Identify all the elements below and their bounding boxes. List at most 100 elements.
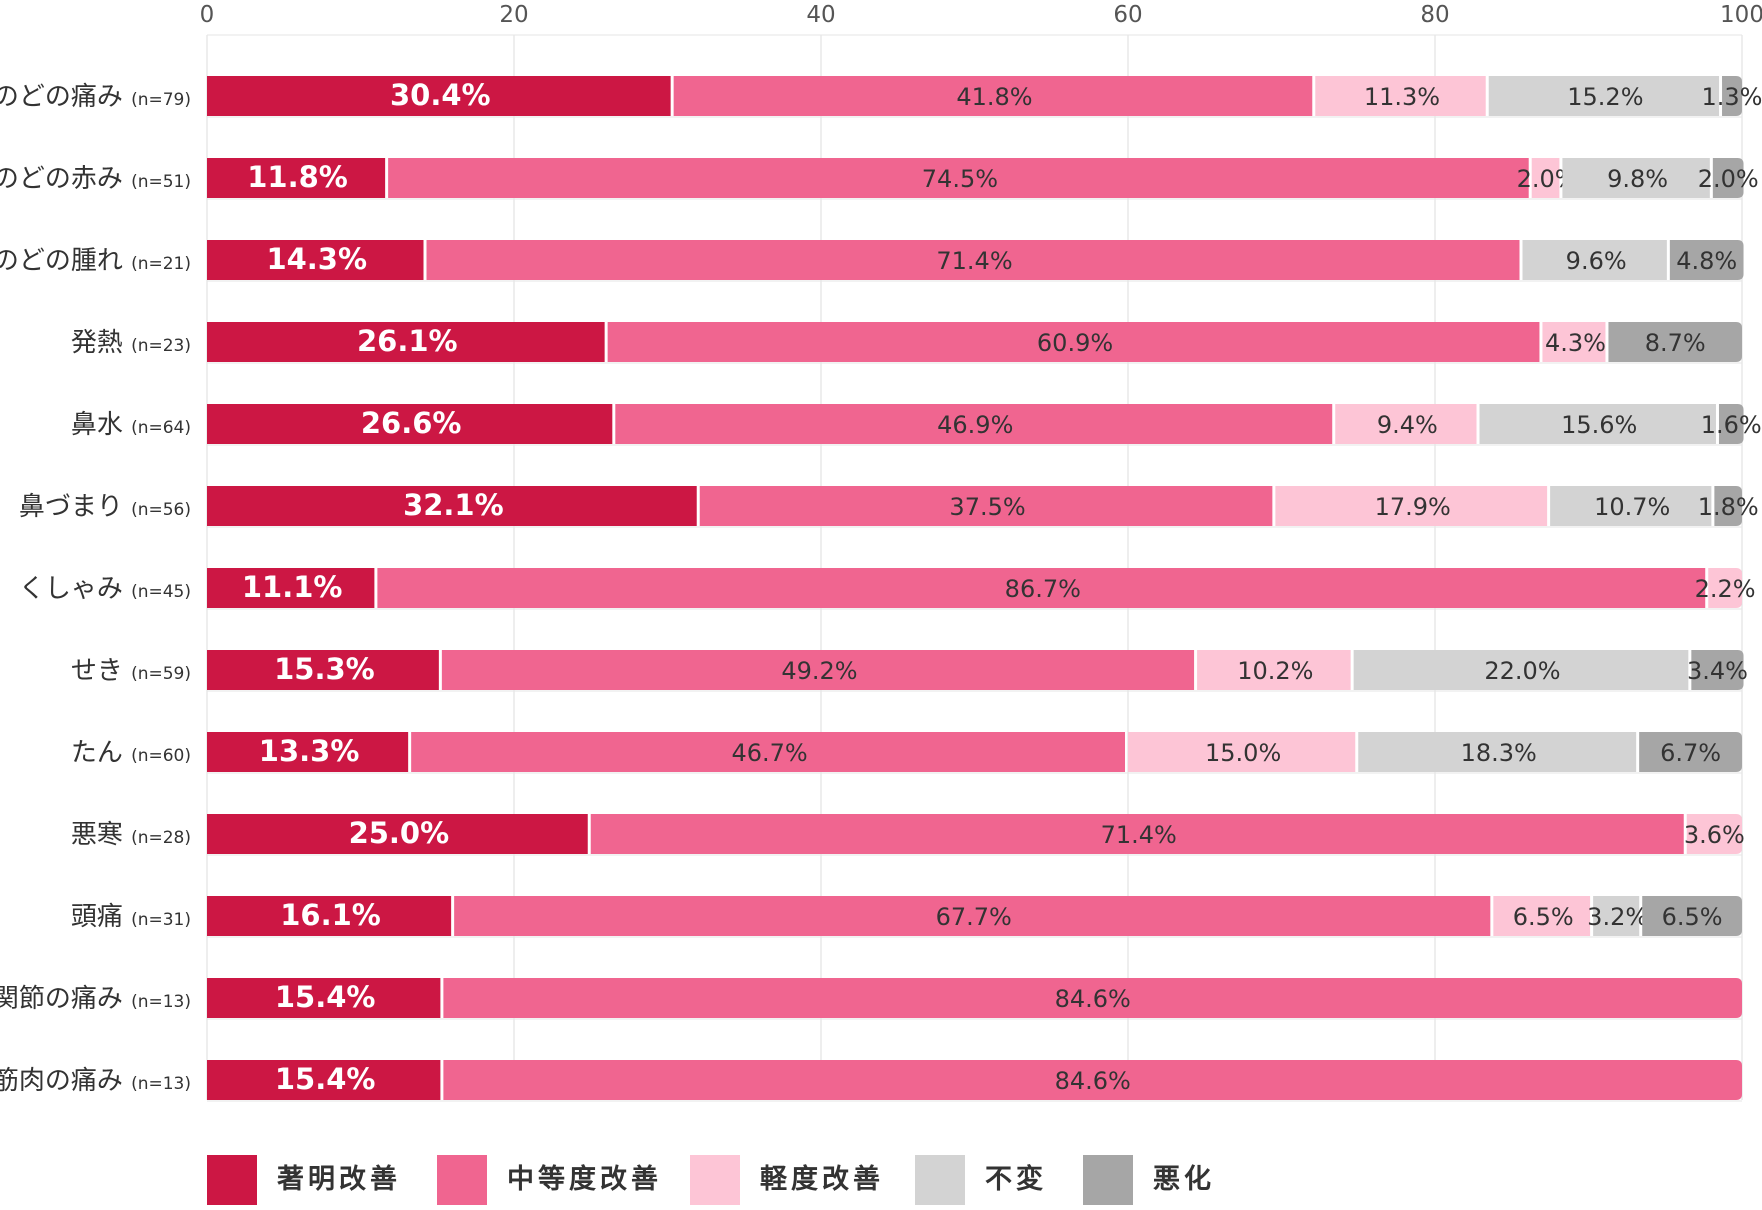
bar-value-label: 41.8% xyxy=(956,83,1032,111)
legend-swatch xyxy=(437,1155,487,1205)
bar-value-label: 46.7% xyxy=(731,739,807,767)
bar-value-label: 32.1% xyxy=(403,488,504,522)
x-tick-label: 100 xyxy=(1720,2,1762,28)
legend-label: 不変 xyxy=(985,1163,1047,1195)
legend-label: 軽度改善 xyxy=(760,1163,884,1195)
bar-segment xyxy=(1488,76,1720,116)
bar-segment xyxy=(1593,896,1640,936)
bar-value-label: 9.6% xyxy=(1566,247,1627,275)
bar-value-label: 37.5% xyxy=(949,493,1025,521)
bar-segment xyxy=(1128,732,1356,772)
bar-value-label: 1.8% xyxy=(1698,493,1759,521)
bar-segment xyxy=(1522,240,1667,280)
bar-segment xyxy=(207,650,439,690)
bar-value-label: 9.8% xyxy=(1607,165,1668,193)
bar-value-label: 18.3% xyxy=(1461,739,1537,767)
bar-segment xyxy=(1712,158,1744,198)
category-label: 発熱 (n=23) xyxy=(71,328,191,358)
bar-segment xyxy=(1335,404,1477,444)
category-label: 鼻水 (n=64) xyxy=(71,410,191,440)
bar-segment xyxy=(1531,158,1560,198)
bar-segment xyxy=(1275,486,1548,526)
bar-segment xyxy=(207,404,613,444)
bar-segment xyxy=(207,732,409,772)
bar-value-label: 49.2% xyxy=(781,657,857,685)
bar-segment xyxy=(441,650,1195,690)
bar-segment xyxy=(1542,322,1606,362)
bar-value-label: 8.7% xyxy=(1645,329,1706,357)
bar-value-label: 1.6% xyxy=(1701,411,1762,439)
bar-segment xyxy=(1718,404,1744,444)
bar-value-label: 15.4% xyxy=(275,1062,376,1096)
category-label: のどの赤み (n=51) xyxy=(0,164,191,194)
bar-segment xyxy=(1714,486,1742,526)
bar-value-label: 14.3% xyxy=(266,242,367,276)
bar-segment xyxy=(1608,322,1742,362)
category-label: 鼻づまり (n=56) xyxy=(19,492,191,522)
bar-segment xyxy=(388,158,1529,198)
bar-segment xyxy=(207,978,441,1018)
bar-value-label: 15.2% xyxy=(1567,83,1643,111)
legend-swatch xyxy=(207,1155,257,1205)
bar-segment xyxy=(1550,486,1712,526)
x-tick-label: 0 xyxy=(200,2,215,28)
bar-segment xyxy=(699,486,1273,526)
bar-value-label: 6.7% xyxy=(1660,739,1721,767)
bar-segment xyxy=(1708,568,1742,608)
legend-swatch xyxy=(690,1155,740,1205)
bar-value-label: 1.3% xyxy=(1702,83,1762,111)
bar-segment xyxy=(426,240,1520,280)
bar-segment xyxy=(1642,896,1742,936)
bar-value-label: 22.0% xyxy=(1484,657,1560,685)
bar-segment xyxy=(673,76,1313,116)
bar-segment xyxy=(1353,650,1689,690)
category-label: 頭痛 (n=31) xyxy=(71,902,191,932)
bar-value-label: 10.2% xyxy=(1237,657,1313,685)
category-label: のどの腫れ (n=21) xyxy=(0,246,191,276)
bar-segment xyxy=(454,896,1491,936)
bar-value-label: 74.5% xyxy=(922,165,998,193)
bar-value-label: 3.2% xyxy=(1587,903,1648,931)
bar-segment xyxy=(377,568,1706,608)
bar-segment xyxy=(1493,896,1591,936)
bar-segment xyxy=(1315,76,1486,116)
bar-value-label: 11.1% xyxy=(242,570,343,604)
bar-value-label: 26.1% xyxy=(357,324,458,358)
bar-value-label: 46.9% xyxy=(937,411,1013,439)
bar-value-label: 2.0% xyxy=(1698,165,1759,193)
bar-value-label: 71.4% xyxy=(936,247,1012,275)
category-label: のどの痛み (n=79) xyxy=(0,82,191,112)
bar-segment xyxy=(207,486,697,526)
legend-swatch xyxy=(1083,1155,1133,1205)
bar-segment xyxy=(1562,158,1710,198)
legend-label: 中等度改善 xyxy=(507,1163,662,1195)
bar-value-label: 86.7% xyxy=(1005,575,1081,603)
category-label: 悪寒 (n=28) xyxy=(71,820,191,850)
bar-segment xyxy=(615,404,1333,444)
bar-value-label: 4.8% xyxy=(1676,247,1737,275)
bar-value-label: 9.4% xyxy=(1377,411,1438,439)
category-label: くしゃみ (n=45) xyxy=(19,574,191,604)
bar-segment xyxy=(207,322,605,362)
bar-segment xyxy=(207,1060,441,1100)
bar-segment xyxy=(207,158,386,198)
bar-value-label: 16.1% xyxy=(280,898,381,932)
bar-value-label: 4.3% xyxy=(1545,329,1606,357)
bar-segment xyxy=(443,1060,1742,1100)
x-tick-label: 40 xyxy=(806,2,835,28)
bar-segment xyxy=(1197,650,1351,690)
bar-value-label: 71.4% xyxy=(1101,821,1177,849)
bar-value-label: 15.6% xyxy=(1561,411,1637,439)
bar-value-label: 10.7% xyxy=(1594,493,1670,521)
bar-value-label: 17.9% xyxy=(1375,493,1451,521)
bar-segment xyxy=(443,978,1742,1018)
x-tick-label: 20 xyxy=(499,2,528,28)
bar-segment xyxy=(1669,240,1744,280)
bar-value-label: 30.4% xyxy=(390,78,491,112)
bar-value-label: 67.7% xyxy=(936,903,1012,931)
x-tick-label: 80 xyxy=(1420,2,1449,28)
bar-segment xyxy=(590,814,1684,854)
bar-segment xyxy=(1479,404,1716,444)
category-label: 関節の痛み (n=13) xyxy=(0,984,191,1014)
